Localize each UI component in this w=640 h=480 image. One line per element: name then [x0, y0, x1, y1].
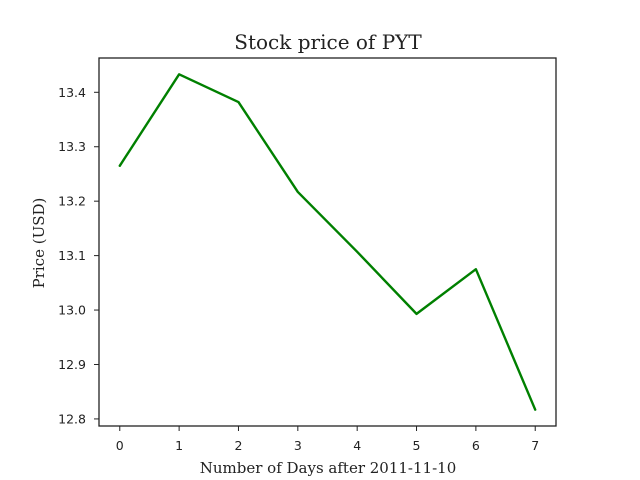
y-tick-label: 12.8	[58, 411, 86, 426]
x-tick-label: 5	[413, 438, 421, 453]
y-axis: 12.8 12.9 13.0 13.1 13.2 13.3 13.4	[58, 85, 99, 426]
y-tick-label: 13.2	[58, 194, 86, 209]
x-tick-label: 3	[294, 438, 302, 453]
y-tick-label: 13.3	[58, 139, 86, 154]
x-tick-label: 4	[353, 438, 361, 453]
y-axis-label: Price (USD)	[30, 198, 48, 289]
x-tick-label: 0	[116, 438, 124, 453]
x-tick-label: 7	[531, 438, 539, 453]
y-tick-label: 13.4	[58, 85, 86, 100]
x-axis-label: Number of Days after 2011-11-10	[200, 459, 457, 477]
y-tick-label: 13.1	[58, 248, 86, 263]
x-tick-label: 1	[175, 438, 183, 453]
x-tick-label: 6	[472, 438, 480, 453]
price-series-line	[118, 73, 537, 411]
y-tick-label: 13.0	[58, 303, 86, 318]
y-tick-label: 12.9	[58, 357, 86, 372]
plot-area-frame	[98, 57, 557, 427]
series-group	[118, 73, 537, 411]
x-axis: 0 1 2 3 4 5 6 7	[116, 426, 539, 453]
chart-title: Stock price of PYT	[234, 30, 422, 54]
x-tick-label: 2	[234, 438, 242, 453]
